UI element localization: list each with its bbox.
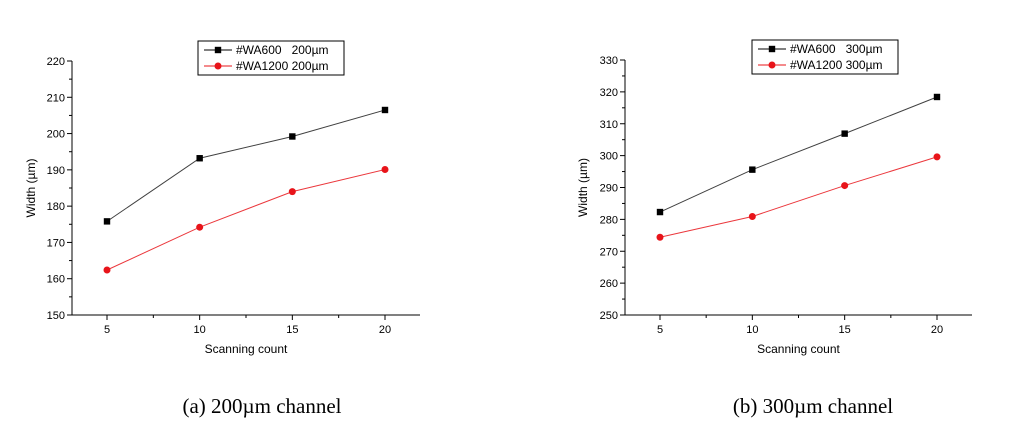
legend-box (751, 39, 899, 75)
data-point-square (196, 155, 203, 162)
y-tick-label: 190 (47, 165, 65, 177)
series-line-wa1200 (659, 156, 938, 238)
data-point-square (289, 133, 296, 140)
y-tick-label: 250 (600, 310, 618, 322)
x-tick-label: 20 (931, 324, 943, 336)
y-tick-label: 210 (47, 92, 65, 104)
data-point-square (103, 218, 111, 225)
data-point-square (933, 93, 941, 101)
data-point-circle (933, 153, 941, 161)
data-point-circle (841, 182, 849, 190)
chart-panel-b: 250 260 270 280 290 300 310 320 330 5 10 15 20 Scanni… (576, 39, 972, 418)
legend-marker-square (768, 45, 776, 53)
legend: #WA600 300µm #WA1200 300µm (751, 39, 899, 75)
x-tick-label: 10 (746, 324, 758, 336)
data-point-square (381, 106, 389, 114)
y-axis-title: Width (µm) (576, 158, 590, 217)
y-tick-label: 310 (600, 119, 618, 131)
y-tick-label: 330 (600, 55, 618, 67)
legend-marker-square (214, 46, 222, 54)
data-point-square (656, 208, 664, 216)
data-point-square (749, 166, 756, 173)
data-point-circle (288, 188, 296, 196)
y-tick-label: 300 (600, 151, 618, 163)
legend: #WA600 200µm #WA1200 200µm (197, 40, 345, 76)
series-line-wa600 (659, 96, 938, 213)
y-tick-label: 280 (600, 214, 618, 226)
figure-caption: (a) 200µm channel (182, 394, 341, 418)
y-axis-title: Width (µm) (24, 159, 38, 218)
data-point-circle (748, 213, 756, 221)
legend-label: #WA600 300µm (790, 42, 883, 56)
x-tick-label: 5 (657, 324, 663, 336)
x-tick-label: 15 (286, 324, 298, 336)
y-tick-label: 290 (600, 183, 618, 195)
data-point-circle (381, 165, 389, 173)
y-tick-label: 320 (600, 87, 618, 99)
x-tick-label: 15 (839, 324, 851, 336)
legend-marker-circle (768, 61, 776, 69)
y-tick-label: 160 (47, 274, 65, 286)
y-tick-label: 180 (47, 201, 65, 213)
y-tick-label: 170 (47, 237, 65, 249)
y-tick-label: 150 (47, 310, 65, 322)
legend-label: #WA1200 200µm (236, 59, 329, 73)
data-point-circle (196, 223, 204, 231)
series-line-wa600 (106, 109, 386, 222)
data-point-square (841, 130, 848, 137)
x-axis-title: Scanning count (205, 342, 288, 356)
y-tick-label: 200 (47, 129, 65, 141)
legend-label: #WA1200 300µm (790, 58, 883, 72)
chart-panel-a: 150 160 170 180 190 200 210 220 5 10 15 20 Scanning … (24, 40, 420, 418)
x-tick-label: 10 (194, 324, 206, 336)
legend-box (197, 40, 345, 76)
legend-marker-circle (214, 62, 222, 70)
x-tick-label: 5 (104, 324, 110, 336)
data-point-circle (103, 266, 111, 274)
series-line-wa1200 (106, 169, 386, 271)
x-axis-title: Scanning count (757, 342, 840, 356)
x-tick-label: 20 (379, 324, 391, 336)
legend-label: #WA600 200µm (236, 43, 329, 57)
data-point-circle (656, 233, 664, 241)
y-tick-label: 220 (47, 56, 65, 68)
figure-caption: (b) 300µm channel (733, 394, 893, 418)
y-tick-label: 270 (600, 246, 618, 258)
y-tick-label: 260 (600, 278, 618, 290)
